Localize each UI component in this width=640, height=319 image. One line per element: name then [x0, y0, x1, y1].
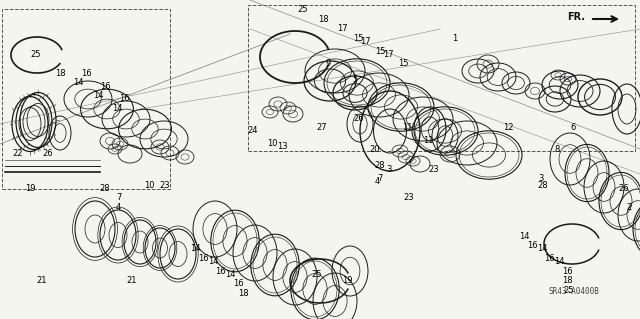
Text: 6: 6	[570, 123, 575, 132]
Text: 12: 12	[504, 123, 514, 132]
Text: 11: 11	[402, 123, 412, 132]
Text: 17: 17	[383, 50, 394, 59]
Text: 15: 15	[376, 47, 386, 56]
Text: 17: 17	[360, 37, 371, 46]
Text: 16: 16	[562, 267, 572, 276]
Text: 16: 16	[120, 94, 130, 103]
Text: 23: 23	[404, 193, 414, 202]
Text: 3: 3	[538, 174, 543, 183]
Text: 13: 13	[277, 142, 287, 151]
Text: SR43-A0400B: SR43-A0400B	[548, 286, 600, 295]
Text: 25: 25	[298, 5, 308, 14]
Text: 18: 18	[319, 15, 329, 24]
Text: 19: 19	[26, 184, 36, 193]
Text: 16: 16	[100, 82, 111, 91]
Text: 14: 14	[191, 244, 201, 253]
Text: 4: 4	[375, 177, 380, 186]
Text: 24: 24	[248, 126, 258, 135]
Text: 14: 14	[208, 257, 218, 266]
Text: 16: 16	[527, 241, 538, 250]
Text: 26: 26	[353, 114, 364, 122]
Text: 14: 14	[93, 91, 103, 100]
Text: 28: 28	[100, 184, 110, 193]
Text: 28: 28	[538, 181, 548, 189]
Text: 10: 10	[267, 139, 277, 148]
Text: 20: 20	[370, 145, 380, 154]
Text: 21: 21	[36, 276, 47, 285]
Text: 15: 15	[353, 34, 364, 43]
Text: 7: 7	[116, 193, 122, 202]
Text: 7: 7	[377, 174, 382, 183]
Text: 25: 25	[30, 50, 40, 59]
Text: 16: 16	[233, 279, 243, 288]
Text: 3: 3	[387, 165, 392, 174]
Text: 5: 5	[353, 75, 358, 84]
Text: 23: 23	[159, 181, 170, 189]
Text: 16: 16	[216, 267, 226, 276]
Text: 19: 19	[342, 276, 353, 285]
Text: 16: 16	[545, 254, 555, 263]
Text: 14: 14	[520, 232, 530, 241]
Text: 18: 18	[56, 69, 66, 78]
Text: 18: 18	[239, 289, 249, 298]
Text: 27: 27	[317, 123, 327, 132]
Text: 14: 14	[554, 257, 564, 266]
Text: 4: 4	[116, 203, 121, 212]
Text: 14: 14	[74, 78, 84, 87]
Text: 17: 17	[337, 24, 348, 33]
Text: 28: 28	[375, 161, 385, 170]
Text: 10: 10	[145, 181, 155, 189]
Text: 16: 16	[81, 69, 92, 78]
Text: 11: 11	[424, 136, 434, 145]
Text: 23: 23	[428, 165, 438, 174]
Text: 9: 9	[325, 59, 330, 68]
Text: 25: 25	[564, 286, 574, 295]
Text: 14: 14	[537, 244, 547, 253]
Text: 25: 25	[312, 270, 322, 279]
Text: 14: 14	[225, 270, 236, 279]
Text: 26: 26	[42, 149, 52, 158]
Text: 21: 21	[126, 276, 136, 285]
Text: 26: 26	[618, 184, 628, 193]
Text: 8: 8	[554, 145, 559, 154]
Text: 1: 1	[452, 34, 457, 43]
Text: 16: 16	[198, 254, 209, 263]
Text: 22: 22	[13, 149, 23, 158]
Text: 14: 14	[112, 104, 122, 113]
Text: 15: 15	[398, 59, 408, 68]
Text: 18: 18	[562, 276, 572, 285]
Text: 2: 2	[627, 203, 632, 212]
Text: FR.: FR.	[567, 12, 585, 22]
